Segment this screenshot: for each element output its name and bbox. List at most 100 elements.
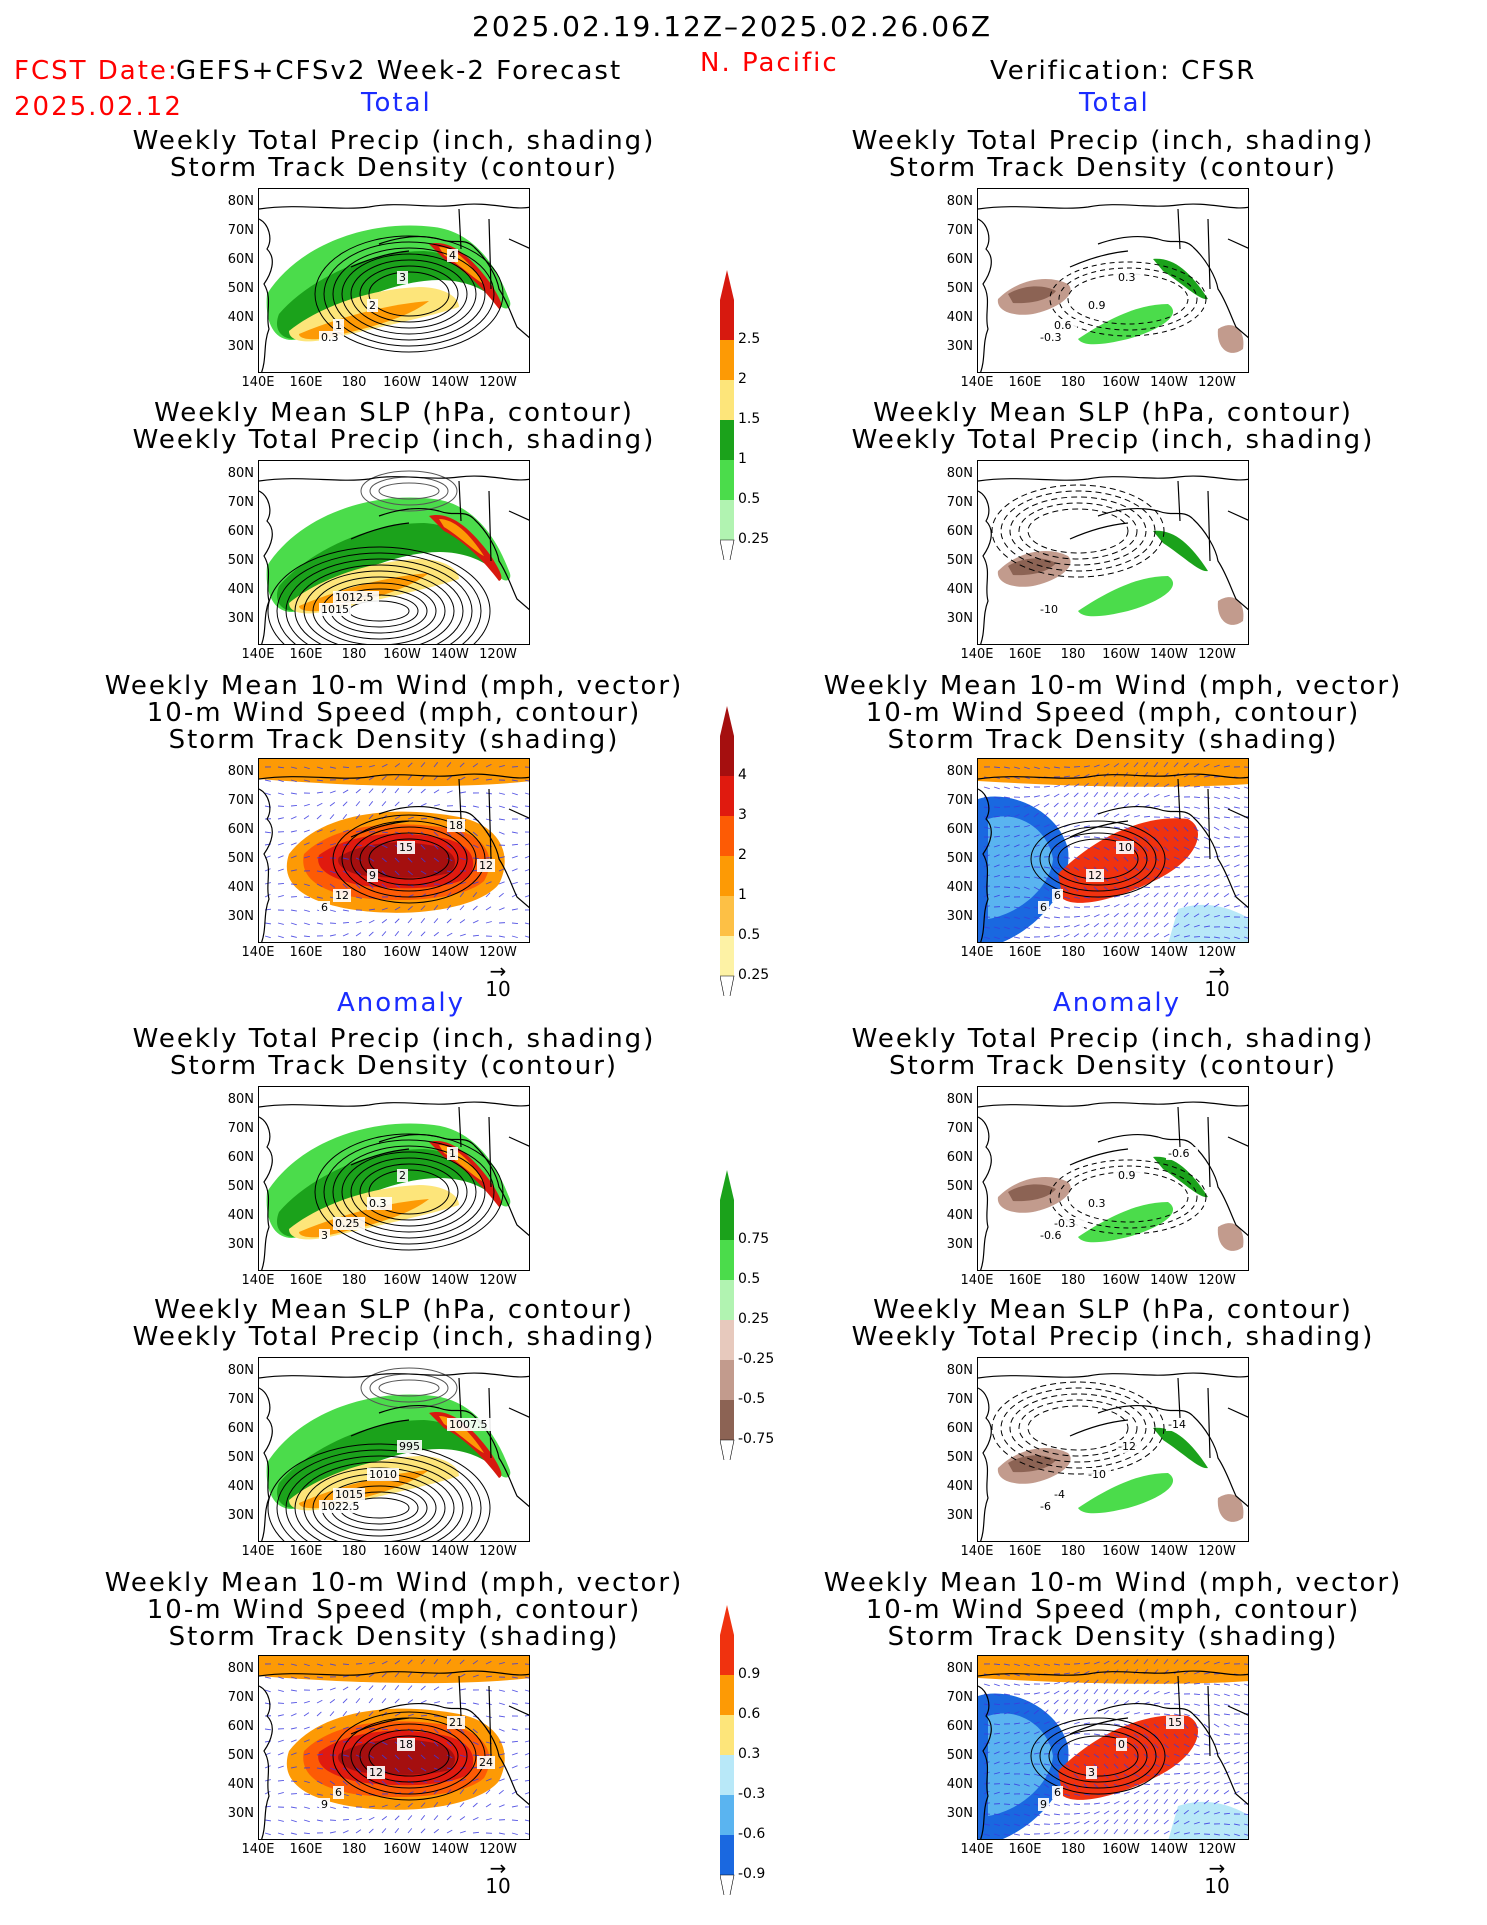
colorbar-label: 0.5 — [738, 927, 761, 943]
lon-tick-label: 120W — [1198, 1842, 1236, 1857]
panel-title-line: Storm Track Density (shading) — [168, 725, 620, 755]
lon-tick-label: 180 — [1060, 945, 1086, 960]
lon-tick-label: 120W — [479, 945, 517, 960]
contour-label: -4 — [1052, 1488, 1070, 1501]
lat-tick-label: 60N — [946, 252, 973, 267]
arrow-right-icon: → — [1208, 959, 1226, 983]
lat-tick-label: 60N — [946, 524, 973, 539]
svg-text:2: 2 — [399, 1169, 406, 1182]
lon-tick-label: 180 — [341, 375, 367, 390]
colorbar-swatch — [720, 856, 734, 896]
lat-tick-label: 80N — [946, 1092, 973, 1107]
colorbar-swatch — [720, 420, 734, 460]
svg-text:1022.5: 1022.5 — [321, 1500, 360, 1513]
svg-text:-0.6: -0.6 — [1040, 1229, 1061, 1242]
lat-tick-label: 30N — [946, 611, 973, 626]
svg-text:1010: 1010 — [369, 1468, 397, 1481]
panel-title-line: Weekly Total Precip (inch, shading) — [132, 126, 656, 156]
lon-tick-label: 140E — [241, 647, 275, 662]
vector-reference: → 10 — [478, 1858, 518, 1898]
map-plot: 96 12 18 21 24 — [259, 1656, 529, 1839]
lon-tick-label: 120W — [1198, 647, 1236, 662]
map-panel: 1022.5 1015 1010 995 1007.5 — [258, 1357, 530, 1542]
colorbar-swatch — [720, 936, 734, 976]
lat-tick-label: 70N — [227, 1392, 254, 1407]
lon-tick-label: 160E — [289, 1273, 323, 1288]
lat-tick-label: 30N — [946, 1237, 973, 1252]
contour-label: 0.3 — [1116, 271, 1141, 284]
lat-tick-label: 70N — [946, 495, 973, 510]
lat-tick-label: 70N — [946, 223, 973, 238]
lat-tick-label: 50N — [227, 1450, 254, 1465]
panel-title: Weekly Mean 10-m Wind (mph, vector) 10-m … — [94, 1570, 694, 1651]
svg-text:12: 12 — [479, 859, 493, 872]
svg-text:1012.5: 1012.5 — [335, 591, 374, 604]
colorbar-label: -0.3 — [738, 1786, 766, 1802]
panel-title: Weekly Mean SLP (hPa, contour) Weekly Tot… — [813, 400, 1413, 454]
lon-tick-label: 140E — [241, 1544, 275, 1559]
svg-text:1: 1 — [335, 319, 342, 332]
lon-tick-label: 160E — [1008, 647, 1042, 662]
panel-title: Weekly Mean SLP (hPa, contour) Weekly Tot… — [813, 1297, 1413, 1351]
svg-text:-10: -10 — [1040, 603, 1058, 616]
svg-text:21: 21 — [449, 1716, 463, 1729]
lat-tick-label: 80N — [946, 194, 973, 209]
lat-tick-label: 30N — [946, 909, 973, 924]
lon-tick-label: 140W — [431, 945, 469, 960]
colorbar-swatch — [720, 1400, 734, 1440]
contour-label: 1012.5 — [333, 591, 379, 604]
lon-tick-label: 160E — [289, 647, 323, 662]
map-plot: -10 — [978, 475, 1248, 644]
lat-tick-label: 80N — [946, 1363, 973, 1378]
svg-text:9: 9 — [321, 1798, 328, 1811]
lon-tick-label: 160E — [1008, 1544, 1042, 1559]
contour-label: -0.3 — [1038, 331, 1070, 344]
lon-tick-label: 140W — [431, 1544, 469, 1559]
colorbar-cap — [719, 1874, 735, 1911]
arrow-right-icon: → — [489, 959, 507, 983]
svg-text:24: 24 — [479, 1756, 493, 1769]
lon-tick-label: 140E — [241, 375, 275, 390]
contour-label: 12 — [333, 889, 351, 902]
lon-tick-label: 160E — [289, 375, 323, 390]
section-total-right: Total — [1079, 88, 1150, 118]
vector-reference-value: 10 — [485, 1874, 511, 1898]
contour-label: -10 — [1038, 603, 1063, 616]
lon-tick-label: 120W — [479, 647, 517, 662]
colorbar-cap — [719, 539, 735, 576]
lat-tick-label: 70N — [946, 1392, 973, 1407]
lon-tick-label: 140W — [431, 647, 469, 662]
panel-title: Weekly Mean SLP (hPa, contour) Weekly Tot… — [94, 1297, 694, 1351]
lat-tick-label: 80N — [946, 764, 973, 779]
contour-label: 6 — [1052, 889, 1063, 902]
colorbar-precip-anomaly: 0.75 0.5 0.25 -0.25 -0.5 -0.75 — [719, 1170, 780, 1476]
svg-text:6: 6 — [321, 901, 328, 914]
lon-tick-label: 160W — [383, 945, 421, 960]
contour-label: -6 — [1038, 1500, 1056, 1513]
colorbar-label: 0.6 — [738, 1706, 761, 1722]
colorbar-swatch — [720, 1835, 734, 1875]
colorbar-label: -0.25 — [738, 1351, 775, 1367]
lon-tick-label: 160W — [383, 647, 421, 662]
svg-text:-0.6: -0.6 — [1168, 1147, 1189, 1160]
svg-text:-6: -6 — [1040, 1500, 1051, 1513]
contour-label: 0.25 — [333, 1217, 365, 1230]
lon-tick-label: 180 — [341, 647, 367, 662]
lat-tick-label: 80N — [227, 1661, 254, 1676]
contour-label: 0.3 — [1086, 1197, 1111, 1210]
lat-tick-label: 30N — [227, 611, 254, 626]
contour-label: 6 — [319, 901, 330, 914]
map-panel: -6 -4 -10 -12 -14 — [977, 1357, 1249, 1542]
lat-tick-label: 40N — [227, 310, 254, 325]
lat-tick-label: 40N — [946, 582, 973, 597]
svg-text:-10: -10 — [1088, 1468, 1106, 1481]
lon-tick-label: 160W — [1102, 1544, 1140, 1559]
lat-tick-label: 50N — [946, 553, 973, 568]
svg-text:1007.5: 1007.5 — [449, 1418, 488, 1431]
lat-tick-label: 30N — [227, 339, 254, 354]
map-plot: -0.30.6 0.9 0.3 — [978, 203, 1248, 372]
colorbar-label: 1.5 — [738, 411, 761, 427]
contour-label: 1015 — [319, 603, 351, 616]
lon-tick-label: 140W — [1150, 945, 1188, 960]
map-plot: 3 0.25 0.3 2 1 — [259, 1101, 529, 1270]
